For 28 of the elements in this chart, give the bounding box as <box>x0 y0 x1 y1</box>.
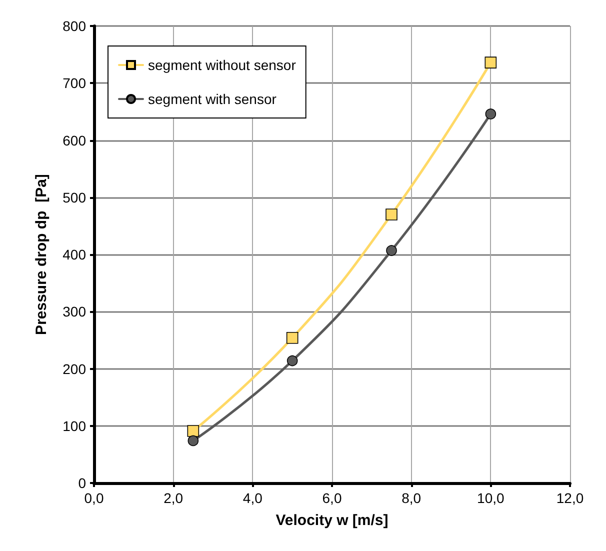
point <box>286 332 298 344</box>
x-tick-label: 8,0 <box>402 490 422 506</box>
y-tick-label: 200 <box>62 360 86 377</box>
y-tick-label: 400 <box>62 246 86 262</box>
point <box>286 355 298 366</box>
y-tick-label: 800 <box>62 18 86 34</box>
point <box>484 56 497 68</box>
point <box>187 425 200 437</box>
x-tick-label: 10,0 <box>477 490 505 506</box>
x-tick-label: 2,0 <box>164 490 184 506</box>
x-tick-label: 12,0 <box>556 490 584 506</box>
x-tick-label: 6,0 <box>322 490 342 506</box>
point <box>386 208 398 220</box>
point <box>485 108 496 120</box>
legend-label: segment with sensor <box>148 91 277 107</box>
y-tick-label: 700 <box>62 75 86 92</box>
legend-label: segment without sensor <box>148 57 296 73</box>
point <box>188 435 199 446</box>
y-tick-label: 0 <box>78 475 86 491</box>
x-axis-title: Velocity w [m/s] <box>276 512 388 529</box>
point <box>386 245 397 256</box>
x-tick-label: 0,0 <box>84 490 104 506</box>
y-tick-label: 100 <box>62 418 86 434</box>
x-tick-label: 4,0 <box>242 490 263 506</box>
y-tick-label: 500 <box>62 189 86 206</box>
y-tick-label: 600 <box>62 132 86 148</box>
y-tick-label: 300 <box>62 304 86 320</box>
y-axis-title: Pressure drop dp [Pa] <box>33 174 50 335</box>
